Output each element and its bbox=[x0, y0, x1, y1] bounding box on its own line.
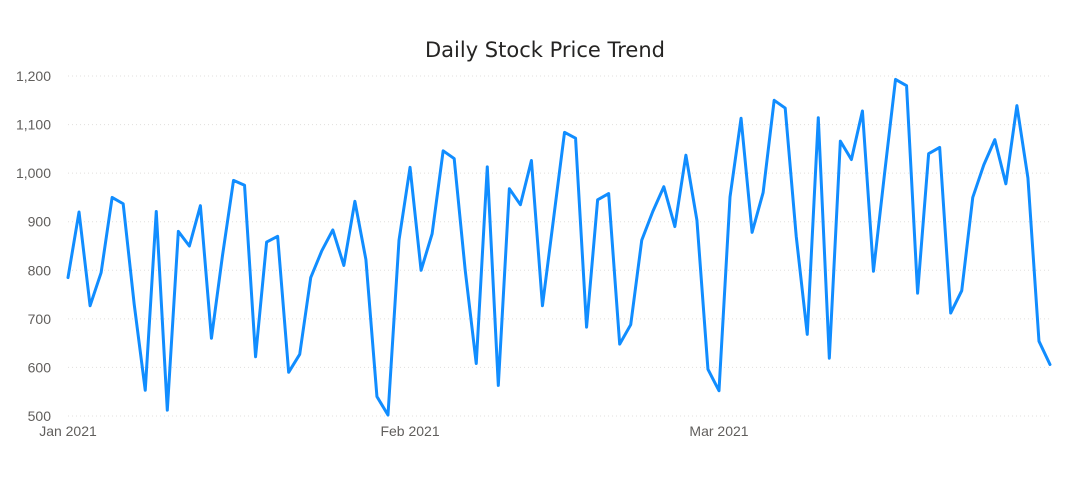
y-tick-label: 900 bbox=[28, 214, 52, 230]
chart-title: Daily Stock Price Trend bbox=[425, 38, 665, 62]
y-axis: 500 600 700 800 900 1,000 1,100 1,200 bbox=[16, 68, 51, 424]
x-tick-label: Jan 2021 bbox=[39, 423, 97, 439]
x-axis: Jan 2021 Feb 2021 Mar 2021 bbox=[39, 423, 749, 439]
y-tick-label: 700 bbox=[28, 311, 52, 327]
x-tick-label: Mar 2021 bbox=[689, 423, 748, 439]
y-tick-label: 600 bbox=[28, 359, 52, 375]
series-layer bbox=[66, 77, 1052, 417]
y-tick-label: 800 bbox=[28, 262, 52, 278]
x-tick-label: Feb 2021 bbox=[380, 423, 439, 439]
y-tick-label: 1,200 bbox=[16, 68, 51, 84]
y-tick-label: 1,100 bbox=[16, 117, 51, 133]
y-tick-label: 500 bbox=[28, 408, 52, 424]
series-line bbox=[66, 77, 1052, 417]
y-tick-label: 1,000 bbox=[16, 165, 51, 181]
gridlines bbox=[68, 75, 1050, 417]
